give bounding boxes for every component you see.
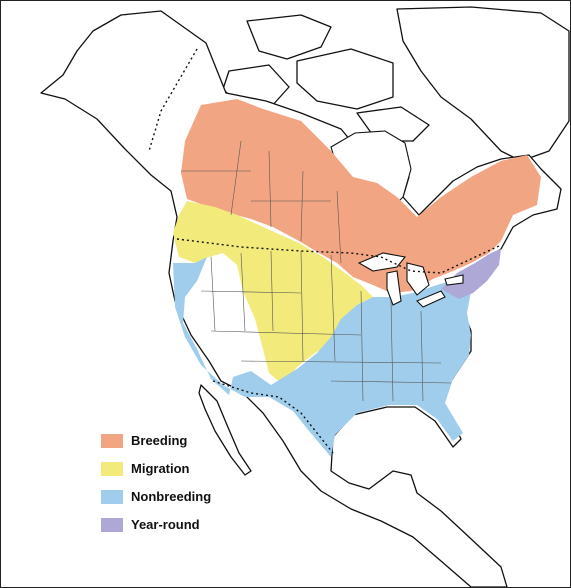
nonbreeding-range	[173, 257, 471, 457]
us-mexico-border	[212, 380, 334, 454]
legend-label: Breeding	[131, 433, 188, 448]
migration-swatch	[101, 462, 123, 476]
legend-item-migration: Migration	[101, 461, 190, 477]
arctic-island-2	[296, 48, 394, 110]
legend-label: Migration	[131, 461, 190, 476]
lake-erie	[416, 290, 446, 308]
legend-item-nonbreeding: Nonbreeding	[101, 489, 211, 505]
nonbreeding-swatch	[101, 490, 123, 504]
lake-michigan	[386, 270, 402, 306]
year-round-swatch	[101, 518, 123, 532]
state-borders	[200, 250, 452, 402]
legend-item-year-round: Year-round	[101, 517, 200, 533]
greenland	[396, 6, 570, 162]
migration-range	[173, 201, 373, 385]
arctic-island-1	[246, 14, 332, 60]
legend-item-breeding: Breeding	[101, 433, 187, 449]
breeding-range	[181, 99, 541, 293]
legend-label: Year-round	[131, 517, 200, 532]
year-round-range	[441, 249, 501, 299]
alaska-border	[148, 48, 198, 152]
lake-superior	[357, 252, 407, 272]
breeding-swatch	[101, 434, 123, 448]
province-borders	[181, 140, 342, 264]
lake-huron	[406, 262, 430, 296]
legend-label: Nonbreeding	[131, 489, 212, 504]
baja-california	[198, 384, 252, 476]
lake-ontario	[444, 274, 464, 286]
us-canada-border	[176, 238, 502, 274]
